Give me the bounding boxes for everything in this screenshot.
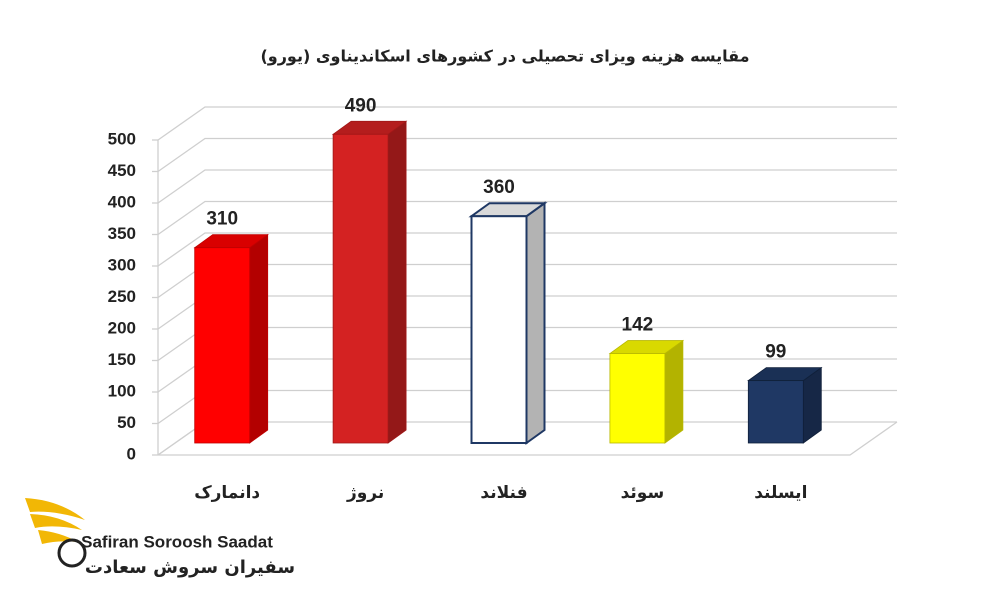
- value-label: 310: [206, 209, 238, 230]
- y-tick-label: 250: [108, 287, 136, 306]
- value-label: 142: [622, 315, 654, 336]
- x-tick-label: نروژ: [346, 483, 384, 503]
- grid-line: [157, 106, 897, 141]
- grid-line: [157, 137, 897, 173]
- bar: [194, 247, 251, 444]
- grid-line: [157, 200, 897, 236]
- y-tick-label: 500: [108, 129, 136, 148]
- bar-side: [249, 233, 269, 444]
- y-tick-label: 100: [108, 381, 136, 400]
- logo-text-en: Safiran Soroosh Saadat: [81, 532, 273, 551]
- bar-side: [664, 339, 684, 444]
- y-tick-label: 300: [108, 255, 136, 274]
- chart-title: مقایسه هزینه ویزای تحصیلی در کشورهای اسک…: [260, 47, 749, 66]
- logo-wings: [25, 498, 85, 544]
- value-label: 490: [345, 95, 377, 116]
- y-tick-label: 50: [117, 413, 136, 432]
- value-label: 99: [765, 342, 786, 363]
- bar-side: [387, 120, 407, 444]
- bar: [747, 380, 804, 444]
- y-tick-label: 150: [108, 350, 136, 369]
- bar: [470, 215, 528, 444]
- bar: [332, 133, 389, 444]
- logo: Safiran Soroosh Saadat سفیران سروش سعادت: [25, 498, 295, 578]
- x-tick-label: فنلاند: [480, 483, 527, 503]
- y-tick-label: 350: [108, 224, 136, 243]
- value-label: 360: [483, 177, 515, 198]
- y-tick-label: 400: [108, 192, 136, 211]
- x-tick-label: دانمارک: [194, 483, 260, 503]
- y-tick-label: 450: [108, 161, 136, 180]
- logo-text-fa: سفیران سروش سعادت: [85, 557, 295, 578]
- x-tick-label: سوئد: [621, 483, 665, 503]
- logo-ring: [57, 538, 87, 568]
- bar: [609, 353, 666, 444]
- bar-side: [525, 201, 546, 445]
- y-tick-label: 200: [108, 318, 136, 337]
- x-tick-label: ایسلند: [754, 483, 807, 503]
- y-tick-label: 0: [127, 444, 136, 463]
- grid-line: [157, 232, 897, 267]
- grid-line: [157, 169, 897, 204]
